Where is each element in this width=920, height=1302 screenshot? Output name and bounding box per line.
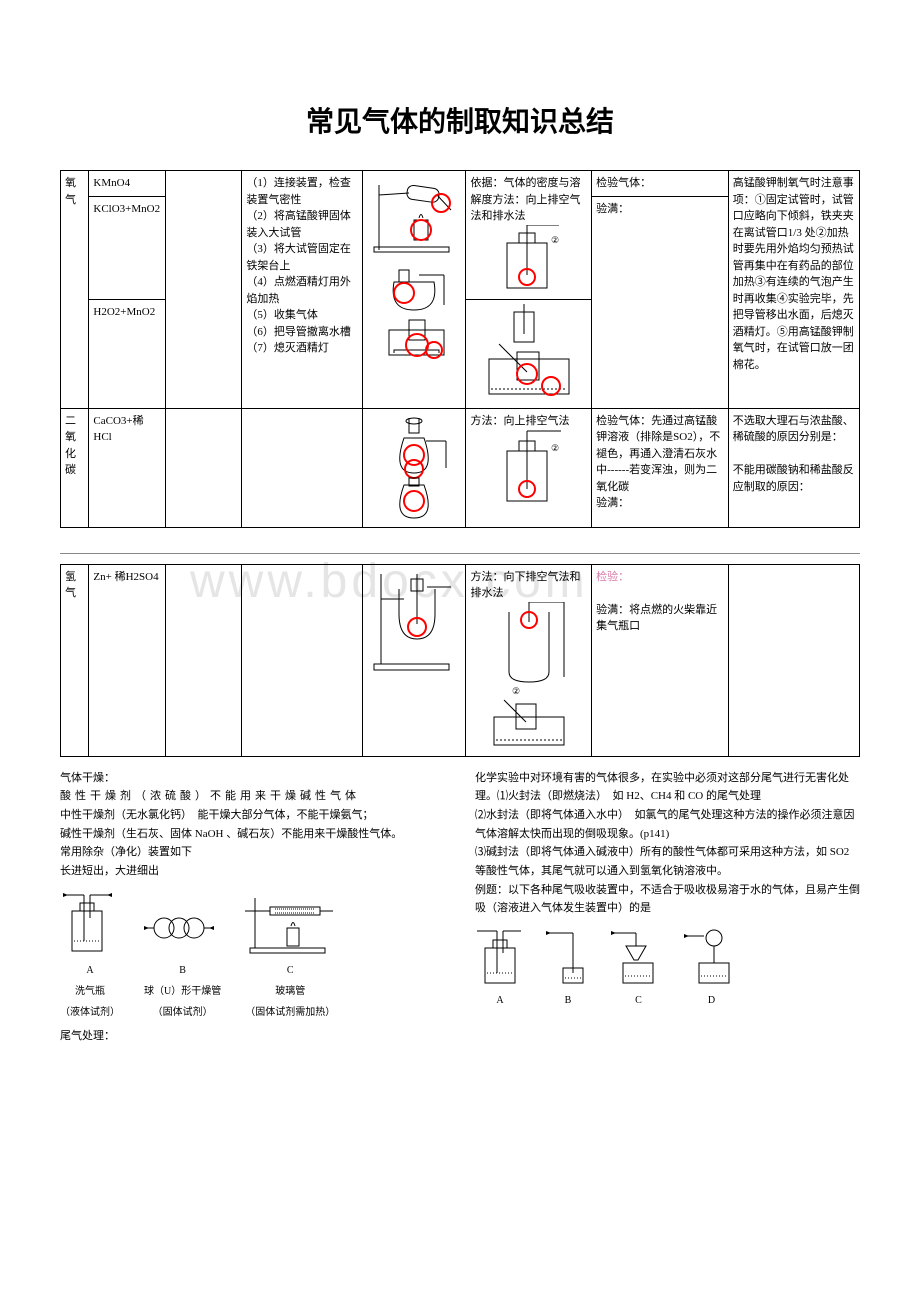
label-a-name: 洗气瓶	[60, 983, 120, 1000]
cell-method-diagram	[466, 299, 592, 408]
cell-reagent: KClO3+MnO2	[89, 196, 166, 299]
cell-reagent: Zn+ 稀H2SO4	[89, 564, 166, 756]
absorb-bulb-icon	[684, 928, 739, 988]
cell-verify-full: 验满：	[592, 196, 729, 408]
label-ra: A	[475, 992, 525, 1009]
absorb-bottle-icon	[475, 928, 525, 988]
cell-reagent: H2O2+MnO2	[89, 299, 166, 408]
cell-apparatus-diagram	[362, 564, 466, 756]
text-line: 长进短出，大进细出	[60, 862, 445, 881]
svg-text:②: ②	[551, 443, 559, 453]
collection-bottle-icon: ②	[489, 225, 569, 295]
drying-heading: 气体干燥：	[60, 769, 445, 788]
cell-gas-o2: 氧气	[61, 171, 89, 409]
tail-gas-label: 尾气处理：	[60, 1027, 445, 1046]
cell-method: 方法：向上排空气法 ②	[466, 408, 592, 527]
cell-verify: 检验： 验满：将点燃的火柴靠近集气瓶口	[592, 564, 729, 756]
text-line: 中性干燥剂（无水氯化钙） 能干燥大部分气体，不能干燥氨气；	[60, 806, 445, 825]
label-c-sub: （固体试剂需加热）	[245, 1004, 335, 1021]
label-a-sub: （液体试剂）	[60, 1004, 120, 1021]
table-row: 二氧化碳 CaCO3+稀 HCl	[61, 408, 860, 527]
glass-tube-heat-icon	[245, 893, 335, 958]
diagram-absorb-d: D	[684, 928, 739, 1009]
cell-method: 依据：气体的密度与溶解度方法：向上排空气法和排水法 ②	[466, 171, 592, 300]
text-line: 例题：以下各种尾气吸收装置中，不适合于吸收极易溶于水的气体，且易产生倒吸（溶液进…	[475, 881, 860, 918]
tailgas-diagrams: A B	[475, 928, 860, 1009]
label-c-name: 玻璃管	[245, 983, 335, 1000]
cell-reagent: CaCO3+稀 HCl	[89, 408, 166, 527]
bottom-section: 气体干燥： 酸性干燥剂（浓硫酸）不能用来干燥碱性气体 中性干燥剂（无水氯化钙） …	[60, 769, 860, 1046]
label-b-sub: （固体试剂）	[144, 1004, 221, 1021]
cell-apparatus-diagram	[362, 171, 466, 409]
bottom-left-column: 气体干燥： 酸性干燥剂（浓硫酸）不能用来干燥碱性气体 中性干燥剂（无水氯化钙） …	[60, 769, 445, 1046]
label-a: A	[86, 965, 93, 976]
diagram-u-tube: B 球（U）形干燥管 （固体试剂）	[144, 903, 221, 1021]
cell-gas-h2: 氢气	[61, 564, 89, 756]
drying-diagrams: A 洗气瓶 （液体试剂） B 球（U）形干燥管 （固体试剂）	[60, 893, 445, 1021]
table-gases-1: 氧气 KMnO4 （1）连接装置，检查装置气密性 （2）将高锰酸钾固体装入大试管…	[60, 170, 860, 528]
text-line: 酸性干燥剂（浓硫酸）不能用来干燥碱性气体	[60, 787, 445, 806]
table-gases-2: 氢气 Zn+ 稀H2SO4 方法：向下排空气法和排水法	[60, 564, 860, 757]
absorb-funnel-icon	[611, 928, 666, 988]
cell-apparatus-diagram	[362, 408, 466, 527]
label-rb: B	[543, 992, 593, 1009]
label-b-name: 球（U）形干燥管	[144, 983, 221, 1000]
label-c: C	[287, 965, 294, 976]
diagram-absorb-a: A	[475, 928, 525, 1009]
generator-stand-icon	[369, 569, 459, 679]
downward-collection-icon: ②	[484, 602, 574, 752]
cell-notes: 不选取大理石与浓盐酸、稀硫酸的原因分别是： 不能用碳酸钠和稀盐酸反应制取的原因：	[728, 408, 859, 527]
text-line: ⑵水封法（即将气体通入水中） 如氯气的尾气处理这种方法的操作必须注意因气体溶解太…	[475, 806, 860, 843]
divider	[60, 553, 860, 554]
table-row: 氢气 Zn+ 稀H2SO4 方法：向下排空气法和排水法	[61, 564, 860, 756]
cell-gas-co2: 二氧化碳	[61, 408, 89, 527]
cell-notes: 高锰酸钾制氧气时注意事项：①固定试管时，试管口应略向下倾斜，铁夹夹在离试管口1/…	[728, 171, 859, 409]
diagram-wash-bottle: A 洗气瓶 （液体试剂）	[60, 893, 120, 1021]
water-collection-icon	[479, 304, 579, 404]
label-rd: D	[684, 992, 739, 1009]
cell-method: 方法：向下排空气法和排水法 ②	[466, 564, 592, 756]
page-title: 常见气体的制取知识总结	[60, 100, 860, 140]
text-line: 化学实验中对环境有害的气体很多，在实验中必须对这部分尾气进行无害化处理。⑴火封法…	[475, 769, 860, 806]
label-rc: C	[611, 992, 666, 1009]
method-text: 方法：向上排空气法	[470, 415, 569, 427]
absorb-tube-icon	[543, 928, 593, 988]
collection-bottle-icon: ②	[489, 429, 569, 509]
u-tube-icon	[144, 903, 214, 958]
label-b: B	[179, 965, 186, 976]
apparatus-heating-icon	[369, 175, 459, 375]
text-line: 常用除杂（净化）装置如下	[60, 843, 445, 862]
cell-verify: 检验气体：先通过高锰酸钾溶液（排除是SO2），不褪色，再通入澄清石灰水中----…	[592, 408, 729, 527]
diagram-absorb-b: B	[543, 928, 593, 1009]
svg-text:②: ②	[551, 235, 559, 245]
svg-text:②: ②	[512, 686, 520, 696]
method-text: 方法：向下排空气法和排水法	[470, 571, 580, 600]
cell-verify: 检验气体：	[592, 171, 729, 197]
verify-text: 验满：将点燃的火柴靠近集气瓶口	[596, 604, 717, 633]
text-line: 碱性干燥剂（生石灰、固体 NaOH 、碱石灰）不能用来干燥酸性气体。	[60, 825, 445, 844]
generator-flask-icon	[374, 413, 454, 523]
text-line: ⑶碱封法（即将气体通入碱液中）所有的酸性气体都可采用这种方法，如 SO2 等酸性…	[475, 843, 860, 880]
diagram-absorb-c: C	[611, 928, 666, 1009]
bottom-right-column: 化学实验中对环境有害的气体很多，在实验中必须对这部分尾气进行无害化处理。⑴火封法…	[475, 769, 860, 1046]
wash-bottle-icon	[60, 893, 115, 958]
table-row: 氧气 KMnO4 （1）连接装置，检查装置气密性 （2）将高锰酸钾固体装入大试管…	[61, 171, 860, 197]
cell-reagent: KMnO4	[89, 171, 166, 197]
cell-steps: （1）连接装置，检查装置气密性 （2）将高锰酸钾固体装入大试管 （3）将大试管固…	[242, 171, 362, 409]
diagram-glass-tube: C 玻璃管 （固体试剂需加热）	[245, 893, 335, 1021]
verify-label: 检验：	[596, 571, 629, 583]
method-text: 依据：气体的密度与溶解度方法：向上排空气法和排水法	[470, 177, 580, 222]
